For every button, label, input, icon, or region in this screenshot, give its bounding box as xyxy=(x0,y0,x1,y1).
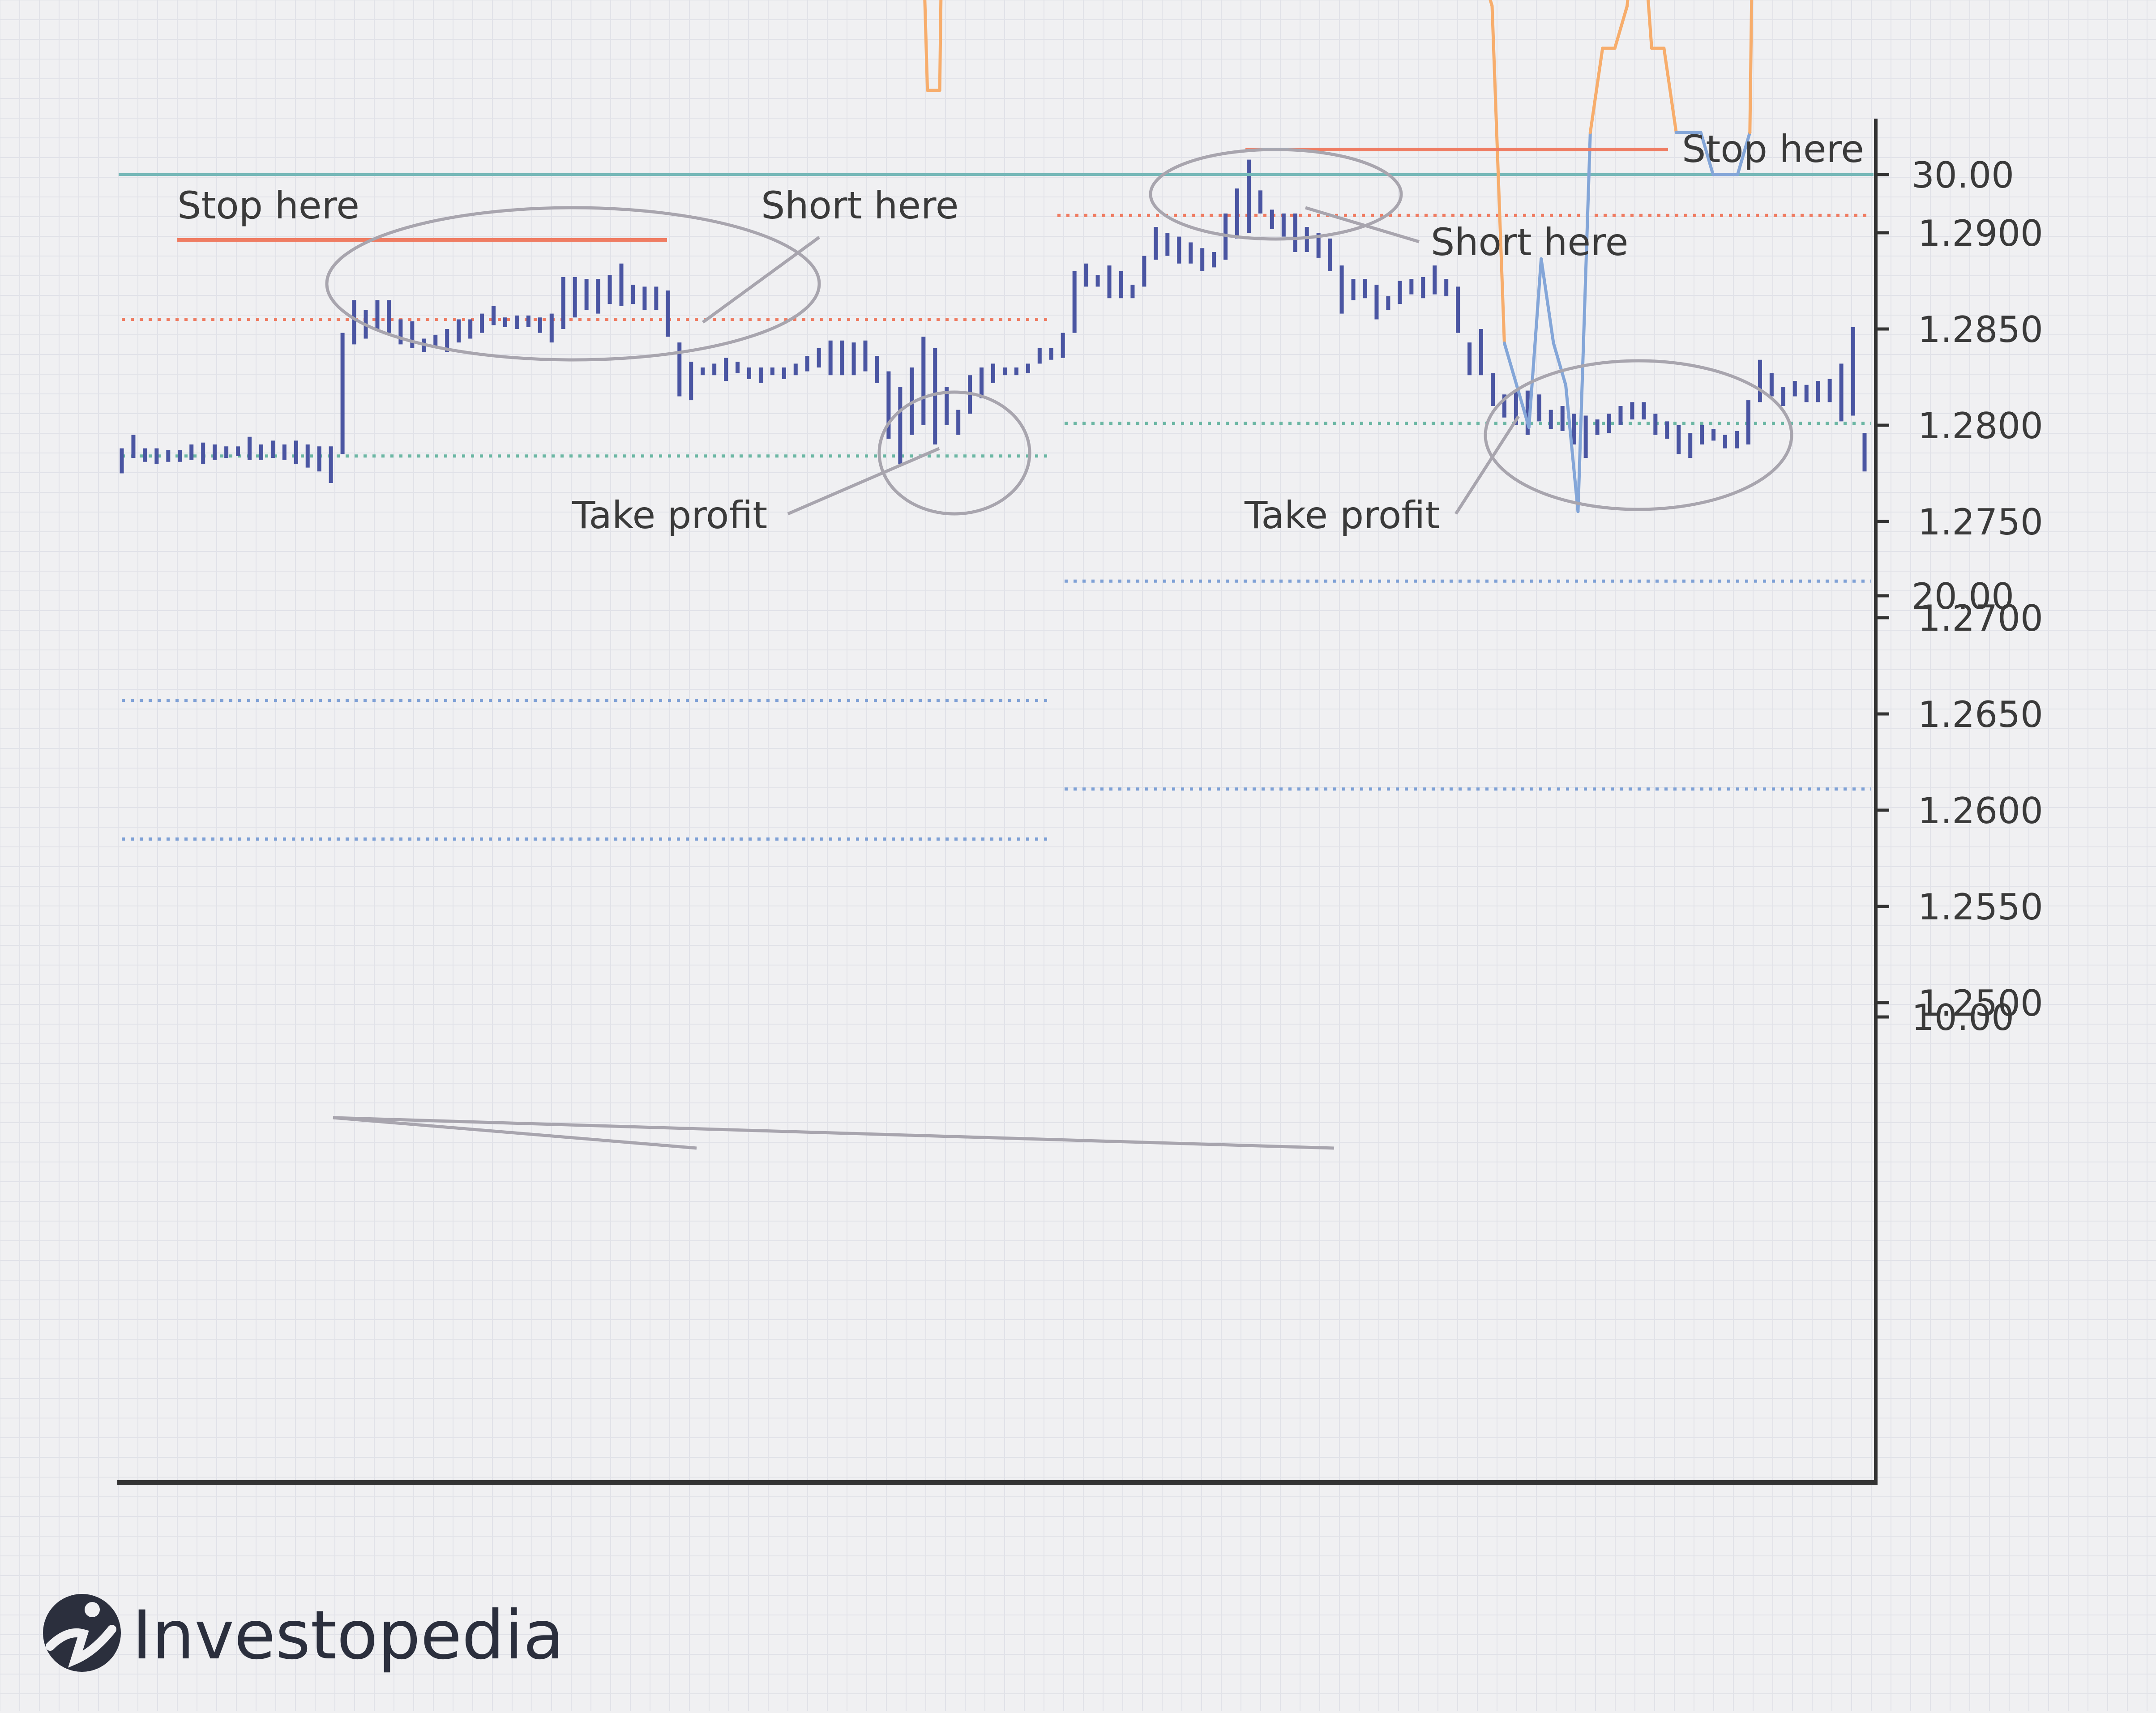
take-profit-left-label: Take profit xyxy=(572,493,767,537)
investopedia-logo-dot xyxy=(85,1602,100,1617)
price-tick-label: 1.2750 xyxy=(1918,501,2043,543)
short-here-right-label: Short here xyxy=(1431,220,1628,264)
short-here-left-label: Short here xyxy=(761,184,958,227)
stop-here-left-label: Stop here xyxy=(177,184,359,227)
price-tick-label: 1.2650 xyxy=(1918,694,2043,735)
rsi-tick-label: 10.00 xyxy=(1912,997,2014,1038)
rsi-tick-label: 30.00 xyxy=(1912,154,2014,196)
rsi-tick-label: 20.00 xyxy=(1912,576,2014,617)
take-profit-right-label: Take profit xyxy=(1244,493,1440,537)
price-tick-label: 1.2550 xyxy=(1918,886,2043,928)
price-tick-label: 1.2800 xyxy=(1918,405,2043,447)
price-tick-label: 1.2900 xyxy=(1918,213,2043,254)
price-tick-label: 1.2850 xyxy=(1918,309,2043,350)
price-tick-label: 1.2600 xyxy=(1918,790,2043,832)
stop-here-right-label: Stop here xyxy=(1682,127,1864,171)
investopedia-logo-text: Investopedia xyxy=(132,1597,564,1675)
